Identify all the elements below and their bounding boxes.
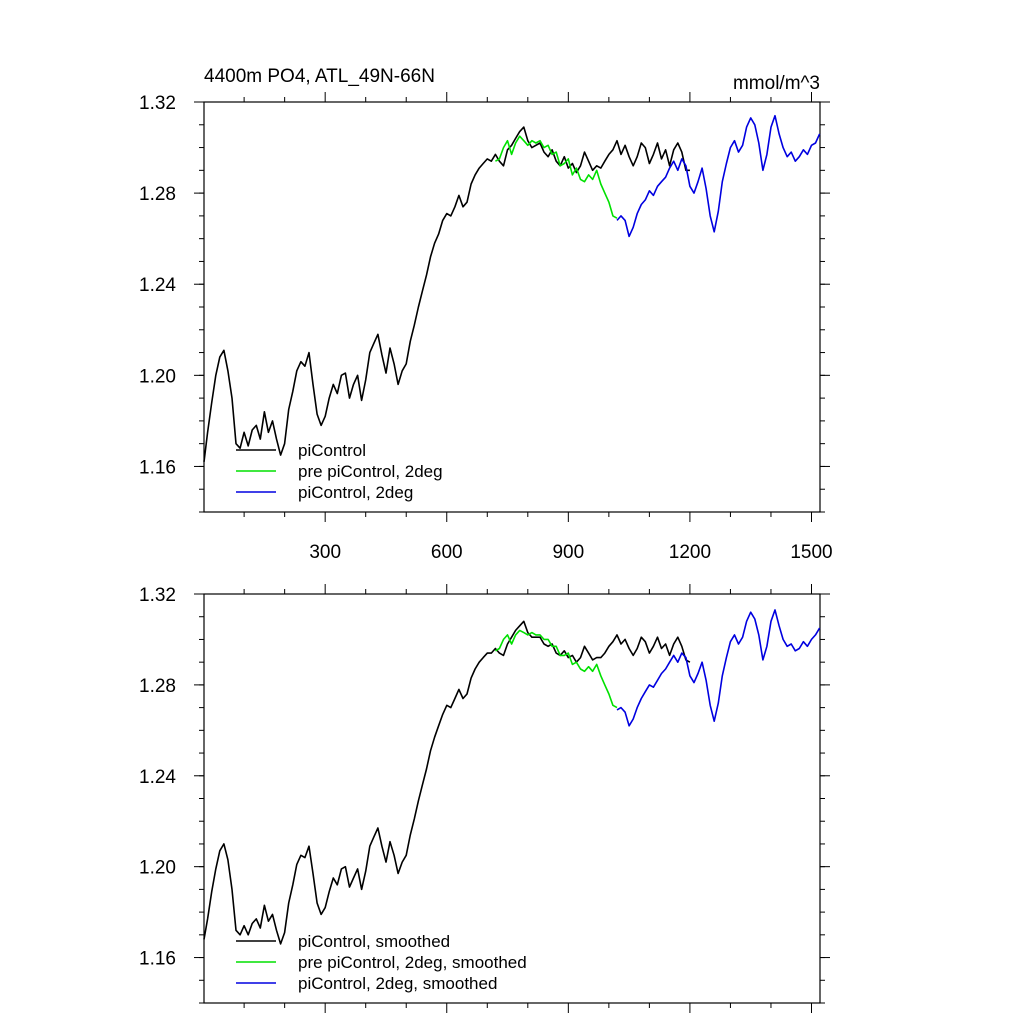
- top-plot-frame: [203, 101, 821, 513]
- bottom-y-tick-label: 1.24: [139, 767, 176, 788]
- bottom-y-tick-label: 1.28: [139, 676, 176, 697]
- top-y-tick-label: 1.28: [139, 184, 176, 205]
- top-series-line-3: [616, 114, 821, 238]
- bottom-legend-label: piControl, smoothed: [298, 932, 450, 951]
- top-x-tick-label: 1500: [790, 542, 832, 563]
- top-x-tick-label: 900: [552, 542, 584, 563]
- top-y-tick-label: 1.32: [139, 93, 176, 114]
- bottom-y-tick-label: 1.20: [139, 858, 176, 879]
- units-label: mmol/m^3: [733, 73, 820, 94]
- top-x-tick-label: 1200: [669, 542, 711, 563]
- top-y-tick-label: 1.16: [139, 457, 176, 478]
- bottom-y-tick-label: 1.32: [139, 585, 176, 606]
- top-y-tick-label: 1.24: [139, 275, 176, 296]
- bottom-y-tick-label: 1.16: [139, 949, 176, 970]
- chart-title: 4400m PO4, ATL_49N-66N: [204, 66, 435, 87]
- top-legend-label: pre piControl, 2deg: [298, 462, 443, 481]
- top-legend-label: piControl: [298, 441, 366, 460]
- top-x-tick-label: 300: [309, 542, 341, 563]
- bottom-legend-label: pre piControl, 2deg, smoothed: [298, 953, 527, 972]
- bottom-legend-label: piControl, 2deg, smoothed: [298, 974, 497, 993]
- bottom-series-line-3: [616, 609, 821, 727]
- top-legend-label: piControl, 2deg: [298, 483, 413, 502]
- bottom-series-line-2: [495, 629, 618, 709]
- bottom-chart-panel: 1.16 1.20 1.24 1.28 1.32 piControl, smoothed p…: [139, 584, 830, 1013]
- bottom-series-line-1: [203, 620, 691, 945]
- top-chart-panel: 1.16 1.20 1.24 1.28 1.32 300 600 900 1200 1500 440…: [139, 66, 833, 563]
- top-y-tick-label: 1.20: [139, 366, 176, 387]
- top-x-tick-label: 600: [431, 542, 463, 563]
- top-series-line-2: [495, 135, 618, 219]
- top-series-line-1: [203, 126, 690, 462]
